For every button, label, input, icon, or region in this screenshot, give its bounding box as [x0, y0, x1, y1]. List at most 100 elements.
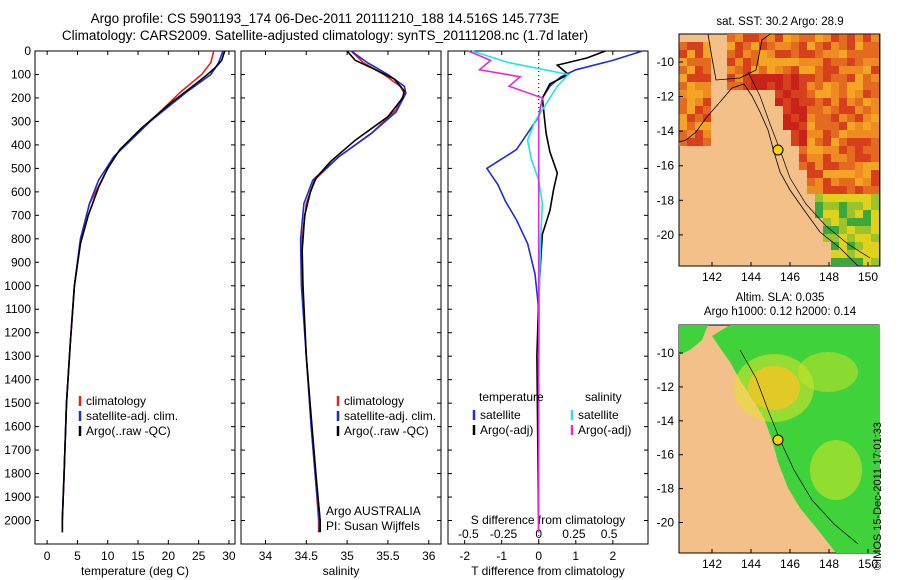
sst-cell [831, 226, 839, 234]
sst-cell [679, 74, 687, 82]
sst-cell [727, 34, 735, 42]
sst-cell [855, 42, 863, 50]
sst-cell [815, 138, 823, 146]
sst-cell [807, 178, 815, 186]
sst-cell [847, 74, 855, 82]
x-tick-label: 0 [44, 549, 51, 563]
sst-cell [831, 178, 839, 186]
sst-cell [775, 34, 783, 42]
sst-cell [863, 178, 871, 186]
sst-cell [839, 122, 847, 130]
sst-cell [687, 50, 695, 58]
sst-cell [823, 34, 831, 42]
sst-cell [679, 106, 687, 114]
sst-cell [863, 210, 871, 218]
map-y-tick-label: -14 [657, 124, 675, 138]
sst-cell [871, 82, 879, 90]
sst-cell [815, 210, 823, 218]
figure-title-line2: Climatology: CARS2009. Satellite-adjuste… [61, 28, 589, 43]
sst-cell [775, 90, 783, 98]
sst-cell [703, 138, 711, 146]
map-x-tick-label: 144 [741, 557, 761, 571]
sst-cell [847, 58, 855, 66]
sst-cell [783, 74, 791, 82]
x-tick-label: 2 [609, 549, 616, 563]
sst-cell [687, 66, 695, 74]
map-y-tick-label: -20 [657, 515, 675, 529]
sst-cell [799, 34, 807, 42]
sst-cell [847, 106, 855, 114]
sst-cell [751, 34, 759, 42]
sst-cell [863, 74, 871, 82]
sst-cell [863, 90, 871, 98]
map-y-tick-label: -10 [657, 346, 675, 360]
map-x-tick-label: 146 [780, 557, 800, 571]
sst-cell [823, 146, 831, 154]
sst-cell [855, 242, 863, 250]
map-x-tick-label: 150 [858, 270, 878, 284]
sst-cell [791, 98, 799, 106]
sst-cell [847, 138, 855, 146]
sst-cell [687, 114, 695, 122]
sst-cell [847, 194, 855, 202]
sst-cell [799, 146, 807, 154]
y-tick-label: 2000 [4, 514, 31, 528]
sst-cell [871, 186, 879, 194]
sst-cell [799, 58, 807, 66]
sst-cell [815, 194, 823, 202]
sst-cell [855, 194, 863, 202]
x-tick-label: 35 [340, 549, 354, 563]
sst-cell [855, 178, 863, 186]
y-tick-label: 900 [11, 255, 31, 269]
sst-cell [695, 98, 703, 106]
sst-cell [823, 82, 831, 90]
sst-cell [823, 42, 831, 50]
sst-cell [687, 42, 695, 50]
sst-cell [863, 162, 871, 170]
sst-cell [839, 178, 847, 186]
legend-entry: satellite [578, 408, 619, 422]
sst-cell [831, 66, 839, 74]
sst-cell [783, 114, 791, 122]
sst-cell [815, 74, 823, 82]
y-tick-label: 100 [11, 67, 31, 81]
s-tick-label: -0.5 [458, 527, 479, 541]
sst-cell [807, 130, 815, 138]
sst-cell [783, 98, 791, 106]
sst-cell [855, 234, 863, 242]
sst-cell [727, 42, 735, 50]
sst-cell [839, 90, 847, 98]
difference-chart: -2 -1 0 1 2T difference from climatology S di… [447, 50, 649, 578]
sst-cell [847, 122, 855, 130]
sst-cell [847, 210, 855, 218]
sst-cell [823, 122, 831, 130]
sst-cell [823, 98, 831, 106]
sst-cell [831, 130, 839, 138]
y-tick-label: 1900 [4, 490, 31, 504]
sst-cell [831, 186, 839, 194]
sst-cell [695, 58, 703, 66]
sst-cell [815, 106, 823, 114]
sst-cell [823, 218, 831, 226]
sst-cell [823, 162, 831, 170]
sst-cell [807, 34, 815, 42]
y-tick-label: 200 [11, 91, 31, 105]
sst-cell [799, 154, 807, 162]
legend-entry: Argo(..raw -QC) [86, 424, 171, 438]
x-tick-label: 1 [572, 549, 579, 563]
sst-cell [855, 50, 863, 58]
sst-cell [791, 130, 799, 138]
sst-cell [687, 106, 695, 114]
sst-cell [863, 234, 871, 242]
salinity-x-axis-label: salinity [323, 564, 360, 578]
sst-cell [807, 154, 815, 162]
legend-entry: satellite [480, 408, 521, 422]
x-tick-label: 15 [131, 549, 145, 563]
sst-cell [863, 218, 871, 226]
sst-cell [703, 106, 711, 114]
y-tick-label: 0 [24, 44, 31, 58]
sst-cell [823, 202, 831, 210]
sst-cell [855, 258, 863, 266]
sst-cell [839, 114, 847, 122]
sst-cell [839, 42, 847, 50]
